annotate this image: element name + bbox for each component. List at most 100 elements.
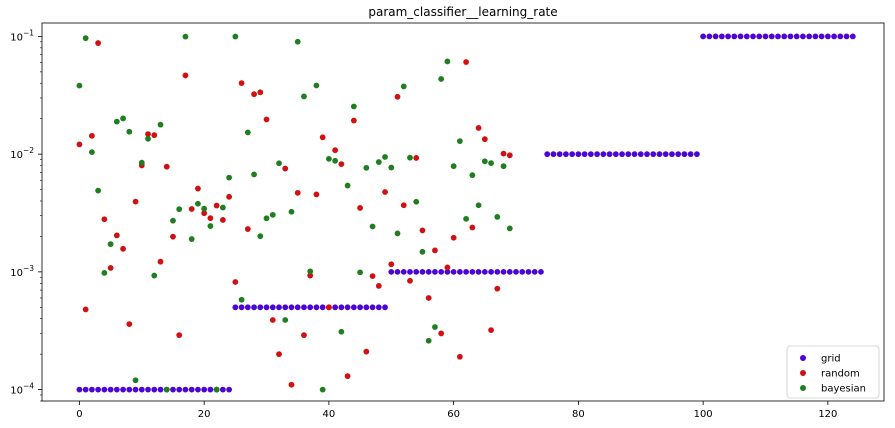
point-grid-121 xyxy=(831,33,837,40)
y-tick-base-0: 10 xyxy=(10,386,23,397)
x-tick-label-0: 0 xyxy=(76,409,82,420)
legend-label-random: random xyxy=(821,369,860,380)
point-grid-74 xyxy=(538,268,544,275)
point-grid-31 xyxy=(269,304,276,311)
point-random-25 xyxy=(232,279,239,285)
point-grid-72 xyxy=(525,268,532,275)
point-random-47 xyxy=(369,273,376,280)
point-bayesian-12 xyxy=(151,272,158,279)
point-grid-35 xyxy=(294,304,301,311)
legend-marker-bayesian xyxy=(800,385,806,391)
point-bayesian-53 xyxy=(407,154,413,161)
point-bayesian-1 xyxy=(82,35,89,42)
point-bayesian-14 xyxy=(163,386,170,393)
point-grid-29 xyxy=(257,304,264,311)
point-random-67 xyxy=(494,285,501,292)
point-bayesian-6 xyxy=(113,118,120,125)
point-random-7 xyxy=(120,245,126,252)
point-grid-32 xyxy=(276,304,282,311)
point-bayesian-45 xyxy=(357,269,363,276)
point-grid-71 xyxy=(519,268,526,275)
point-bayesian-9 xyxy=(132,377,139,384)
point-grid-54 xyxy=(413,268,420,275)
point-random-23 xyxy=(219,217,226,223)
point-random-33 xyxy=(282,165,289,172)
point-bayesian-34 xyxy=(288,208,295,215)
point-random-29 xyxy=(257,89,264,96)
point-grid-104 xyxy=(725,33,731,40)
point-bayesian-25 xyxy=(232,33,239,40)
point-random-58 xyxy=(438,330,445,337)
point-random-48 xyxy=(375,283,382,289)
point-bayesian-47 xyxy=(369,223,376,230)
legend-marker-random xyxy=(800,370,806,376)
point-bayesian-63 xyxy=(469,172,476,179)
point-grid-117 xyxy=(806,33,813,40)
point-bayesian-64 xyxy=(475,202,482,209)
point-bayesian-42 xyxy=(338,328,345,335)
y-tick-label-0: 10−4 xyxy=(10,382,34,397)
point-random-3 xyxy=(95,40,102,46)
point-grid-62 xyxy=(463,268,470,275)
point-random-35 xyxy=(294,189,301,196)
point-bayesian-35 xyxy=(294,38,301,45)
point-grid-28 xyxy=(251,304,257,311)
point-grid-37 xyxy=(307,304,314,311)
point-grid-34 xyxy=(288,304,295,311)
point-grid-15 xyxy=(170,386,176,393)
point-bayesian-50 xyxy=(388,164,395,171)
point-bayesian-3 xyxy=(95,187,102,194)
legend-marker-grid xyxy=(800,355,806,361)
point-random-20 xyxy=(201,210,208,217)
y-axis: 10−410−310−210−1 xyxy=(10,28,42,402)
point-bayesian-7 xyxy=(120,115,126,122)
point-grid-122 xyxy=(837,33,844,40)
point-grid-109 xyxy=(756,33,763,40)
point-grid-103 xyxy=(718,33,725,40)
point-grid-8 xyxy=(126,386,133,393)
point-bayesian-58 xyxy=(438,76,445,82)
point-bayesian-23 xyxy=(219,204,226,211)
point-grid-65 xyxy=(481,268,488,275)
point-grid-99 xyxy=(693,151,700,158)
point-random-63 xyxy=(469,224,476,231)
point-random-15 xyxy=(170,233,176,240)
point-grid-43 xyxy=(344,304,351,311)
point-random-40 xyxy=(326,304,332,311)
point-bayesian-65 xyxy=(481,158,488,165)
point-random-50 xyxy=(388,261,395,268)
point-grid-92 xyxy=(650,151,657,158)
point-grid-123 xyxy=(843,33,850,40)
point-grid-97 xyxy=(681,151,688,158)
point-random-8 xyxy=(126,321,133,327)
point-grid-56 xyxy=(425,268,432,275)
point-grid-124 xyxy=(849,33,856,40)
point-random-13 xyxy=(157,258,164,265)
point-grid-44 xyxy=(350,304,357,311)
point-grid-23 xyxy=(219,386,226,393)
point-bayesian-4 xyxy=(101,270,108,276)
point-random-61 xyxy=(456,353,463,360)
point-grid-118 xyxy=(812,33,819,40)
point-grid-94 xyxy=(662,151,669,158)
point-random-34 xyxy=(288,381,295,388)
point-random-19 xyxy=(195,185,201,192)
point-grid-90 xyxy=(637,151,644,158)
point-grid-12 xyxy=(151,386,158,393)
point-random-49 xyxy=(382,189,388,195)
point-bayesian-40 xyxy=(326,155,332,162)
point-grid-4 xyxy=(101,386,108,393)
point-grid-16 xyxy=(176,386,183,393)
point-grid-108 xyxy=(750,33,756,40)
point-random-5 xyxy=(107,265,114,271)
point-random-18 xyxy=(188,206,195,212)
point-grid-27 xyxy=(244,304,251,311)
point-random-59 xyxy=(444,264,451,271)
point-grid-21 xyxy=(207,386,214,393)
point-grid-110 xyxy=(762,33,769,40)
point-grid-39 xyxy=(319,304,326,311)
point-grid-49 xyxy=(382,304,388,311)
y-tick-label-1: 10−3 xyxy=(10,264,34,279)
point-grid-79 xyxy=(569,151,576,158)
